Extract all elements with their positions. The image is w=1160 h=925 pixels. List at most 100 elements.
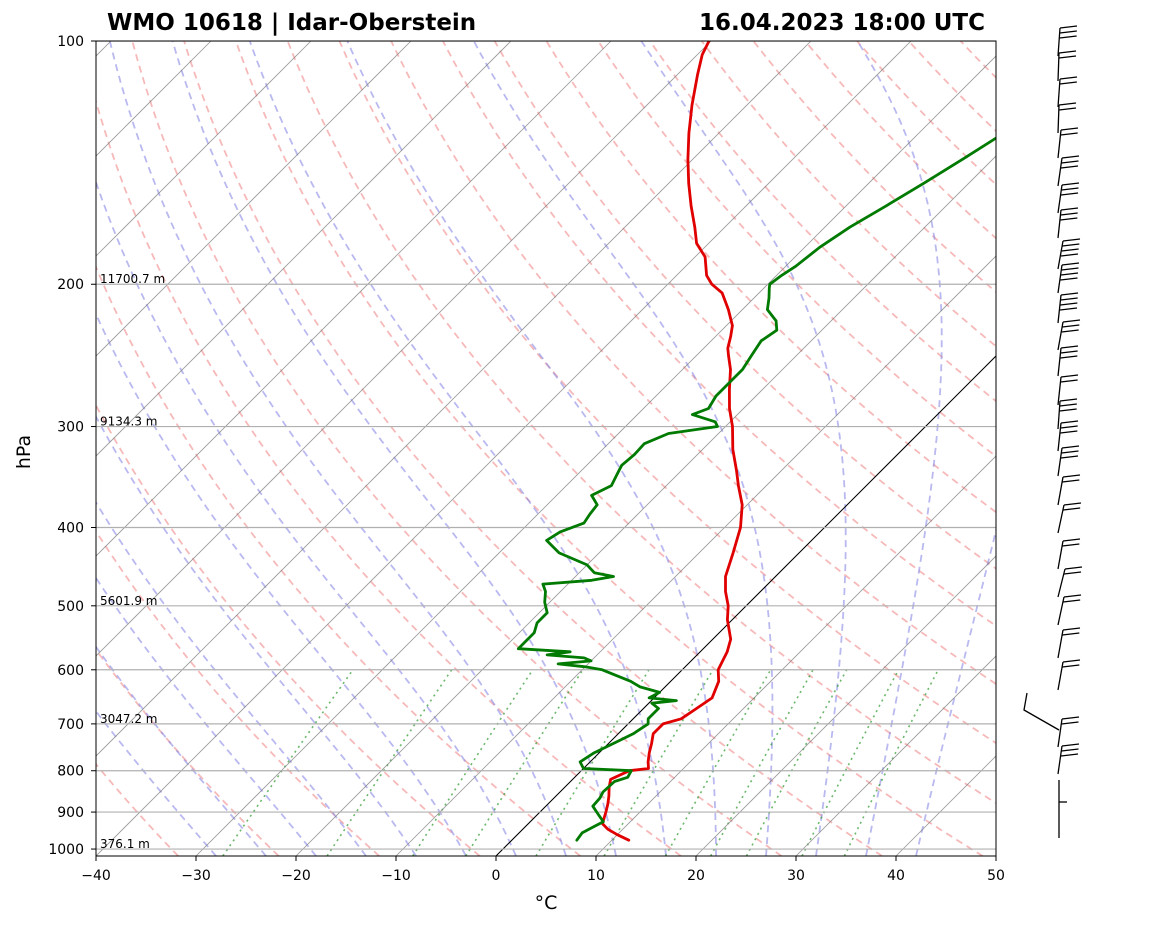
barb-flag [1058,107,1077,111]
barb-flag [1062,243,1080,247]
dry-adiabat [96,98,682,856]
y-tick-label: 600 [57,663,84,679]
barb-flag [1062,474,1081,478]
mixing-ratio-line [709,669,814,856]
axis-ticks: −40 −30 −20 −10 0 10 20 30 40 50 1000 900 800 700 600 5… [48,34,1005,884]
height-labels: 11700.7 m 9134.3 m 5601.9 m 3047.2 m 376.1 m [100,272,165,851]
x-tick-label: 30 [787,868,805,884]
barb-flag [1064,566,1083,570]
barb-staff [1057,476,1064,506]
barb-flag [1061,155,1080,159]
title-datetime: 16.04.2023 18:00 UTC [699,10,985,36]
isotherm [96,41,812,757]
dry-adiabat [96,762,179,856]
dry-adiabat [1116,41,1160,856]
mixing-ratio-line [745,669,848,856]
isotherm [195,55,996,856]
barb-staff [1057,184,1063,214]
moist-adiabat [171,41,617,856]
y-tick-label: 800 [57,764,84,780]
barb-staff [1057,347,1062,377]
barb-staff [1057,422,1062,452]
x-tick-label: −30 [181,868,211,884]
y-tick-label: 300 [57,420,84,436]
barb-flag [1059,76,1078,80]
barb-flag [1062,543,1080,547]
moist-adiabat [96,500,367,856]
barb-flag [1061,182,1080,186]
barb-staff [1057,240,1064,270]
y-axis-label: hPa [13,435,35,469]
dry-adiabat [545,41,996,514]
barb-flag [1060,127,1079,131]
barb-flag [1058,55,1077,59]
barb-flag [1058,102,1077,106]
isotherm [295,155,996,856]
barb-flag [1061,716,1080,720]
temperature-trace [601,41,744,842]
mixing-ratio-line [843,669,939,856]
dry-adiabat [96,403,481,856]
barb-staff [1057,504,1065,534]
x-tick-label: 0 [492,868,501,884]
barb-flag [1059,398,1078,402]
thermodynamic-guide-lines [96,41,1160,856]
barb-flag [1061,160,1079,164]
y-tick-label: 500 [57,599,84,615]
mixing-ratio-line [465,669,584,856]
dry-adiabat [1064,41,1160,856]
isotherm [795,655,996,856]
barb-staff [1057,629,1064,659]
barb-flag [1059,408,1077,412]
isotherm [96,41,912,856]
barb-flag [1063,599,1081,603]
barb-flag [1062,319,1081,323]
dry-adiabat [442,41,996,628]
barb-flag [1060,430,1078,434]
barb-staff [1057,718,1063,748]
barb-flag [1062,324,1080,328]
barb-flag [1059,35,1077,39]
plot-frame [95,40,997,857]
barb-flag [1059,30,1077,34]
barb-flag [1060,302,1078,306]
title-station: WMO 10618 | Idar-Oberstein [107,10,476,36]
barb-staff [1057,376,1062,406]
dry-adiabat [96,264,581,856]
isotherm [96,41,512,457]
moist-adiabat [346,41,717,856]
barb-flag [1060,355,1078,359]
zero-isotherm [495,355,996,856]
y-tick-label: 900 [57,805,84,821]
barb-staff [1057,157,1063,187]
barb-flag [1060,297,1078,301]
barb-flag [1060,292,1079,296]
barb-flag [1060,253,1079,257]
barb-staff [1057,745,1063,775]
barb-staff [1057,27,1061,57]
barb-flag [1060,374,1079,378]
x-tick-label: −10 [381,868,411,884]
barb-flag [1060,345,1079,349]
isotherm [96,41,412,357]
wind-barb [1023,692,1060,731]
barb-flag [1058,50,1077,54]
barb-staff [1057,596,1065,626]
dry-adiabat [597,41,996,458]
barb-flag [1060,192,1079,196]
barb-flag [1060,277,1078,281]
barb-flag [1060,132,1078,136]
barb-flag [1062,627,1081,631]
x-tick-label: −40 [81,868,111,884]
barb-flag [1060,272,1079,276]
moist-adiabat [96,645,267,856]
moist-adiabat [96,576,317,856]
barb-staff [1057,447,1063,477]
height-label: 5601.9 m [100,594,158,608]
barb-staff [1057,78,1061,108]
y-tick-label: 1000 [48,842,84,858]
mixing-ratio-line [412,669,534,856]
barb-flag [1060,420,1079,424]
barb-flag [1061,187,1079,191]
